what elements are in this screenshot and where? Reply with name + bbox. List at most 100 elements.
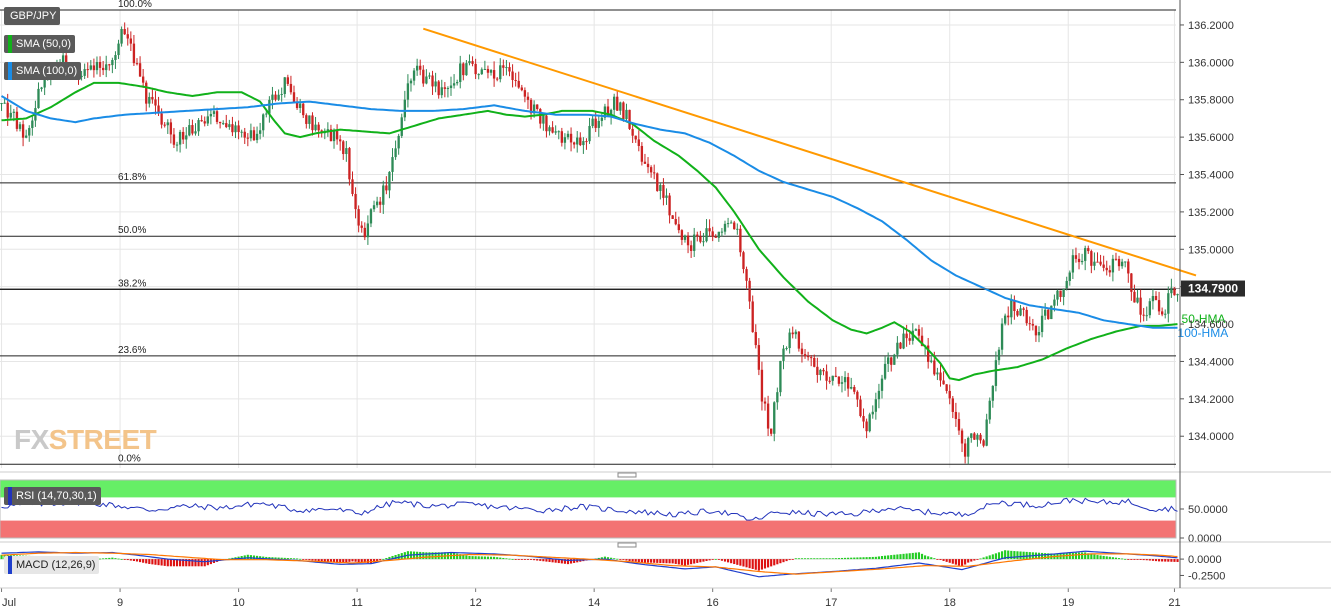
candle-body [163, 124, 166, 126]
macd-histogram-bar [917, 552, 921, 560]
candle [1031, 318, 1035, 331]
candle-body [726, 223, 730, 225]
macd-histogram-bar [249, 555, 252, 560]
macd-histogram-bar [967, 559, 970, 563]
sma100-label[interactable]: SMA (100,0) [4, 62, 82, 80]
macd-histogram-bar [948, 559, 951, 563]
candle-body [496, 78, 499, 80]
candle-body [523, 90, 527, 97]
macd-histogram-bar [816, 558, 819, 560]
candle-body [431, 75, 434, 87]
candle-body [1028, 323, 1031, 325]
macd-histogram-bar [671, 559, 674, 564]
candle [905, 324, 908, 347]
macd-histogram-bar [742, 559, 745, 567]
fib-level-label: 61.8% [118, 172, 146, 183]
candle-body [357, 209, 360, 226]
candle-body [465, 63, 468, 76]
candle-body [92, 65, 96, 71]
candle [200, 115, 203, 122]
candle-body [154, 99, 157, 106]
macd-histogram-bar [135, 559, 139, 562]
candle [342, 140, 345, 160]
candle-body [434, 81, 437, 87]
candle [569, 127, 573, 152]
candle [566, 130, 570, 140]
candle [588, 117, 591, 144]
candle [779, 360, 782, 397]
macd-histogram-bar [708, 559, 711, 561]
candle-body [1127, 261, 1130, 274]
candle [108, 63, 111, 71]
candle [480, 67, 483, 75]
macd-histogram-bar [603, 556, 607, 560]
candle [776, 387, 779, 410]
candle-body [366, 223, 370, 238]
rsi-overbought-zone [0, 480, 1176, 498]
candle-body [345, 148, 348, 155]
candle [1077, 253, 1081, 270]
candle-body [960, 430, 964, 444]
macd-histogram-bar [459, 554, 462, 560]
candle-body [1022, 308, 1025, 310]
candle [286, 74, 290, 86]
candle [449, 76, 453, 96]
candle-body [437, 81, 440, 96]
rsi-label[interactable]: RSI (14,70,30,1) [4, 487, 101, 505]
candle-body [994, 360, 998, 386]
macd-histogram-bar [767, 559, 770, 568]
candle [834, 367, 837, 378]
candle [366, 215, 370, 245]
candle-body [443, 87, 447, 89]
macd-histogram-bar [1068, 552, 1071, 560]
macd-histogram-bar [942, 559, 945, 561]
candle [120, 26, 123, 47]
candle [422, 65, 425, 87]
candle-body [662, 185, 665, 198]
candle [197, 118, 200, 136]
candle [1059, 290, 1062, 302]
candle-body [1043, 309, 1047, 316]
candle [1003, 313, 1007, 326]
macd-histogram-bar [637, 559, 640, 563]
candle [628, 109, 631, 130]
candle-body [1087, 248, 1090, 252]
candle-body [289, 83, 293, 93]
candle [459, 55, 462, 89]
candle-body [957, 418, 961, 431]
candle-body [871, 411, 874, 415]
rsi-panel-border [0, 479, 1177, 539]
candle-body [699, 236, 702, 242]
candle-body [1019, 308, 1022, 316]
hma100-annotation: 100-HMA [1178, 326, 1229, 340]
candle-body [517, 80, 520, 88]
macd-histogram-bar [255, 555, 259, 560]
candle-body [449, 85, 453, 89]
candle-body [317, 124, 320, 131]
macd-histogram-bar [874, 556, 877, 560]
candle-body [646, 163, 650, 168]
candle [671, 215, 674, 220]
candle-body [123, 29, 126, 35]
macd-histogram-bar [1071, 552, 1074, 560]
candle-body [770, 428, 773, 434]
sma50-label[interactable]: SMA (50,0) [4, 35, 76, 53]
candle-body [1031, 323, 1035, 326]
macd-histogram-bar [1090, 554, 1093, 560]
candle [1062, 288, 1065, 306]
candle-body [502, 65, 505, 68]
candle [345, 140, 348, 162]
candle [151, 87, 154, 104]
candle-body [206, 116, 209, 124]
candle [348, 146, 351, 186]
candle-body [850, 387, 853, 389]
macd-histogram-bar [539, 559, 542, 561]
macd-histogram-bar [819, 558, 822, 560]
macd-histogram-bar [1081, 552, 1084, 560]
macd-histogram-bar [342, 559, 345, 563]
candle [656, 172, 659, 192]
candle-body [1105, 267, 1108, 271]
macd-label[interactable]: MACD (12,26,9) [4, 556, 100, 574]
macd-histogram-bar [807, 558, 810, 560]
candle-body [597, 120, 600, 128]
